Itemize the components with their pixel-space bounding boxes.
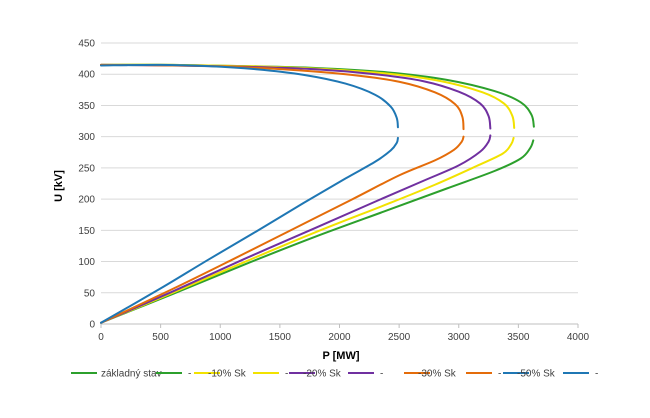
x-tick-label: 3500 [507, 332, 530, 343]
y-tick-label: 450 [78, 39, 95, 50]
x-tick-label: 0 [98, 332, 104, 343]
legend-label-3: - [285, 369, 288, 380]
legend-label-4: -20% Sk [303, 369, 342, 380]
legend-label-8: -50% Sk [517, 369, 556, 380]
legend: základný stav - -10% Sk - -20% Sk - -30% Sk - -5… [71, 369, 598, 380]
axes: 0 50 100 150 200 250 300 350 400 450 0 500 1000 1500 2… [78, 39, 589, 344]
x-tick-label: 500 [152, 332, 169, 343]
x-tick-label: 2000 [328, 332, 351, 343]
series-line-5 [100, 134, 492, 324]
x-tick-label: 4000 [567, 332, 590, 343]
y-tick-label: 200 [78, 195, 95, 206]
y-tick-label: 400 [78, 70, 95, 81]
legend-label-7: - [498, 369, 501, 380]
y-tick-label: 300 [78, 132, 95, 143]
legend-label-6: -30% Sk [418, 369, 457, 380]
y-tick-label: 150 [78, 226, 95, 237]
y-axis-title: U [kV] [53, 170, 65, 202]
series-line-9 [100, 136, 399, 324]
x-axis-title: P [MW] [322, 350, 359, 362]
series-line-3 [100, 136, 515, 324]
y-tick-label: 350 [78, 101, 95, 112]
y-tick-label: 100 [78, 257, 95, 268]
legend-label-9: - [595, 369, 598, 380]
x-tick-label: 1000 [209, 332, 232, 343]
legend-label-1: - [188, 369, 191, 380]
x-tick-label: 1500 [269, 332, 292, 343]
legend-label-2: -10% Sk [208, 369, 247, 380]
gridlines [101, 42, 578, 294]
y-tick-label: 50 [84, 288, 96, 299]
y-tick-label: 0 [89, 320, 95, 331]
y-tick-label: 250 [78, 163, 95, 174]
series-line-1 [100, 139, 535, 324]
series-line-7 [100, 135, 465, 324]
legend-label-5: - [380, 369, 383, 380]
x-tick-label: 2500 [388, 332, 411, 343]
x-tick-label: 3000 [448, 332, 471, 343]
series-line-8 [100, 63, 399, 129]
series-layer [100, 63, 535, 324]
legend-label-0: základný stav [101, 369, 162, 380]
